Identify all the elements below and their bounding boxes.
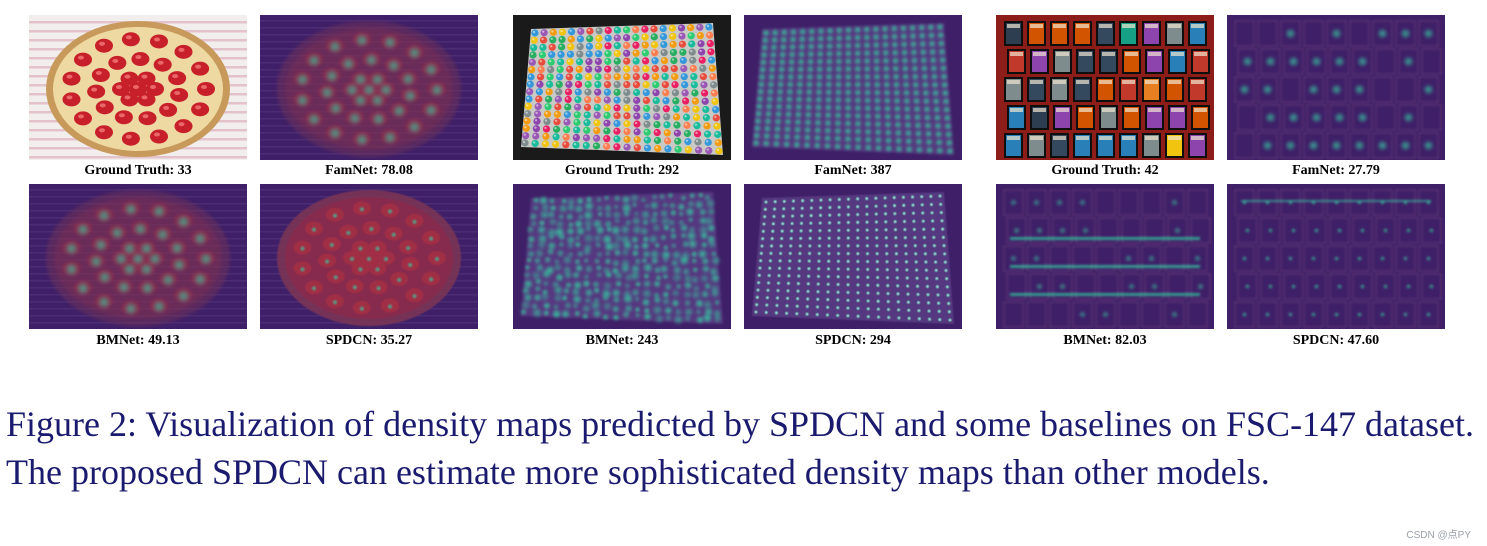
figure-panel-comics-bmnet (996, 184, 1214, 329)
panel-label-tart-famnet: FamNet: 78.08 (325, 163, 413, 178)
figure-caption: Figure 2: Visualization of density maps … (6, 400, 1480, 496)
panel-label-tart-ground-truth: Ground Truth: 33 (84, 163, 192, 178)
figure-panel-tart-spdcn (260, 184, 478, 329)
figure-panel-comics-ground-truth (996, 15, 1214, 160)
figure-panel-markers-ground-truth (513, 15, 731, 160)
figure-panel-markers-spdcn (744, 184, 962, 329)
tart-photo (29, 15, 247, 160)
panel-label-tart-spdcn: SPDCN: 35.27 (325, 333, 413, 348)
panel-label-comics-bmnet: BMNet: 82.03 (1063, 333, 1147, 348)
panel-label-comics-ground-truth: Ground Truth: 42 (1051, 163, 1159, 178)
comics-spdcn-density-map (1227, 184, 1445, 329)
panel-label-comics-famnet: FamNet: 27.79 (1292, 163, 1380, 178)
panel-label-markers-ground-truth: Ground Truth: 292 (564, 163, 680, 178)
figure-panel-tart-famnet (260, 15, 478, 160)
comics-bmnet-density-map (996, 184, 1214, 329)
figure-panel-markers-bmnet (513, 184, 731, 329)
tart-spdcn-density-map (260, 184, 478, 329)
comics-photo (996, 15, 1214, 160)
markers-photo (513, 15, 731, 160)
panel-label-tart-bmnet: BMNet: 49.13 (96, 333, 180, 348)
tart-famnet-density-map (260, 15, 478, 160)
panel-label-markers-bmnet: BMNet: 243 (585, 333, 659, 348)
panel-label-comics-spdcn: SPDCN: 47.60 (1292, 333, 1380, 348)
figure-panel-comics-spdcn (1227, 184, 1445, 329)
markers-spdcn-density-map (744, 184, 962, 329)
panel-label-markers-spdcn: SPDCN: 294 (815, 333, 891, 348)
figure-caption-text: Figure 2: Visualization of density maps … (6, 404, 1475, 492)
markers-bmnet-density-map (513, 184, 731, 329)
markers-famnet-density-map (744, 15, 962, 160)
figure-panel-tart-bmnet (29, 184, 247, 329)
tart-bmnet-density-map (29, 184, 247, 329)
figure-panel-tart-ground-truth (29, 15, 247, 160)
watermark: CSDN @点PY (1406, 530, 1471, 541)
comics-famnet-density-map (1227, 15, 1445, 160)
figure-panel-comics-famnet (1227, 15, 1445, 160)
figure-panel-markers-famnet (744, 15, 962, 160)
panel-label-markers-famnet: FamNet: 387 (814, 163, 892, 178)
